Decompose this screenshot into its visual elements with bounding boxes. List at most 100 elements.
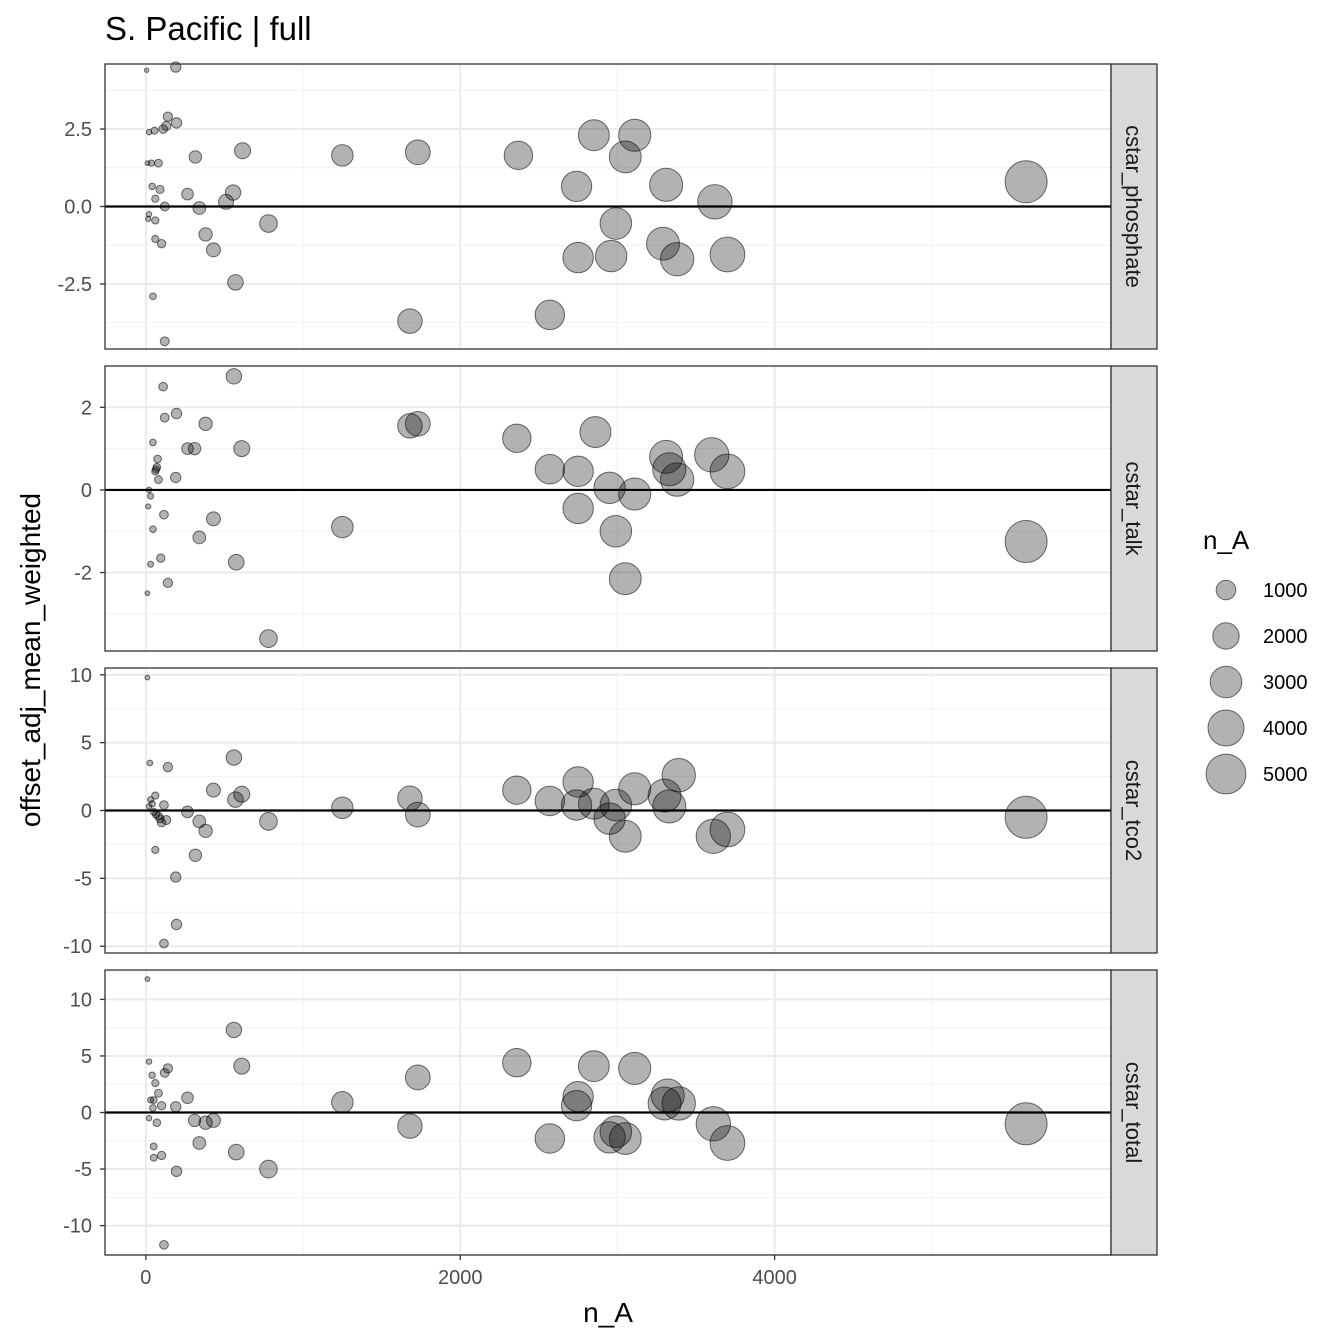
data-point [577,119,610,152]
data-point [154,475,163,485]
data-point [170,1165,183,1178]
data-point [608,140,642,174]
data-point [156,818,167,828]
data-point [159,412,170,423]
data-point [560,1090,593,1122]
data-point [646,226,680,261]
data-point [158,124,168,134]
data-point [145,1058,153,1065]
x-axis-title: n_A [583,1297,633,1328]
data-point [502,423,532,453]
data-point [234,142,252,160]
legend-entry: 3000 [1203,659,1308,705]
data-point [225,749,243,766]
data-point [144,674,151,681]
x-tick-label: 2000 [438,1267,483,1289]
data-point [560,789,593,821]
data-point [562,455,594,488]
data-point [709,236,746,273]
data-point [188,848,203,862]
data-point [534,1123,566,1154]
legend-symbol [1215,579,1237,601]
y-tick-label: -10 [63,1216,92,1238]
legend-symbol [1212,622,1240,650]
data-point [149,1096,158,1104]
legend-entry: 1000 [1203,567,1308,613]
chart-title: S. Pacific | full [105,10,312,47]
y-tick-label: -2.5 [58,274,92,296]
data-point [218,193,234,210]
data-point [534,785,566,817]
data-point [647,778,682,813]
data-point [145,210,153,218]
data-point [151,234,160,244]
data-point [579,416,612,449]
data-point [151,1078,160,1088]
data-point [599,1115,633,1149]
data-point [170,918,183,931]
data-point [647,1086,682,1121]
data-point [170,407,183,420]
data-point [608,819,642,853]
data-point [161,814,172,826]
y-tick-label: 2 [81,397,92,419]
data-point [162,577,174,589]
data-point [331,1091,354,1114]
data-point [227,791,244,808]
data-point [205,1112,221,1128]
data-point [259,214,278,233]
y-tick-label: 5 [81,733,92,755]
data-point [331,144,354,167]
data-point [397,785,423,812]
data-point [149,1153,158,1162]
y-tick-label: 5 [81,1046,92,1068]
data-point [149,438,157,447]
data-point [593,471,626,505]
data-point [146,759,154,767]
x-tick-label: 4000 [752,1267,797,1289]
data-point [147,492,155,500]
data-point [608,562,642,596]
y-tick-label: -2 [74,563,92,585]
data-point [170,117,183,129]
legend-label: 2000 [1263,626,1308,648]
data-point [233,440,251,458]
data-point [502,775,532,805]
data-point [149,525,157,533]
data-point [187,1113,202,1128]
y-tick-label: 0 [81,1103,92,1125]
strip-background [1110,365,1158,652]
data-point [397,1113,423,1139]
legend-symbol [1205,753,1247,795]
data-point [649,167,684,202]
legend-symbol [1209,665,1243,699]
data-point [148,182,156,191]
data-point [404,410,431,437]
strip-label: cstar_tco2 [1121,760,1146,862]
data-point [233,785,251,803]
data-point [152,1118,162,1127]
legend-key [1203,751,1249,797]
data-point [1004,160,1048,204]
x-tick-label: 0 [140,1267,151,1289]
data-point [618,477,652,511]
data-point [181,187,194,201]
legend-key [1203,613,1249,659]
data-point [503,140,534,171]
data-point [227,1143,245,1161]
data-point [153,454,163,464]
data-point [154,1088,163,1098]
data-point [149,1142,158,1151]
data-point [156,1150,167,1161]
panels: -2.50.02.5 cstar_phosphate-202cstar_talk-… [58,61,1158,1289]
data-point [259,629,278,648]
data-point [144,976,151,982]
data-point [649,439,684,474]
data-point [608,1122,642,1155]
data-point [1004,795,1048,839]
strip-background [1110,63,1158,350]
legend-entry: 4000 [1203,705,1308,751]
data-point [145,215,152,222]
data-point [155,184,165,195]
data-point [233,1057,251,1075]
